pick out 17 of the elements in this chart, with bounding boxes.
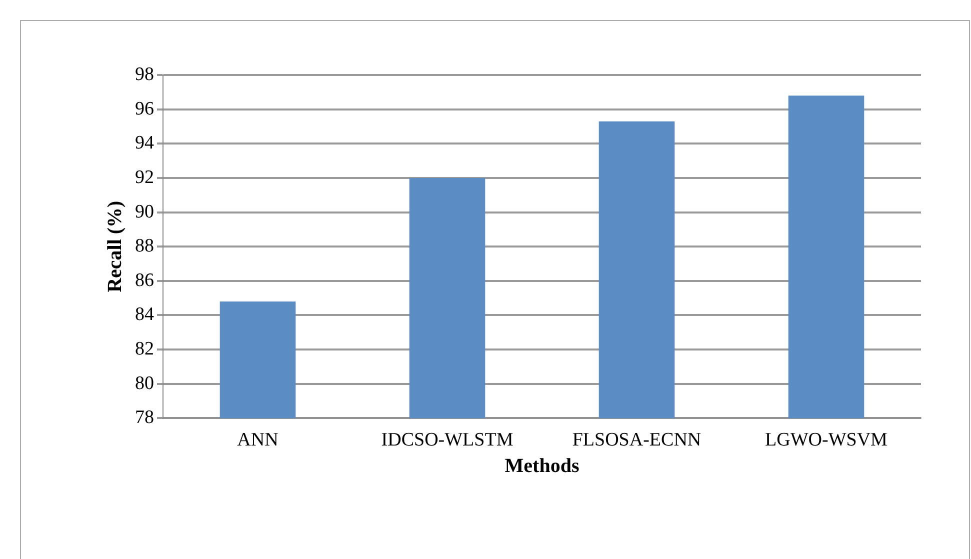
y-tick-label: 90	[135, 201, 154, 222]
y-tick-label: 94	[135, 132, 154, 154]
x-tick-label: IDCSO-WLSTM	[381, 430, 514, 451]
y-tick-label: 88	[135, 236, 154, 257]
y-tick-label: 92	[135, 166, 154, 188]
y-tick-label: 84	[135, 304, 154, 326]
x-axis-title: Methods	[504, 455, 580, 478]
x-tick-label: ANN	[237, 430, 279, 451]
y-tick-label: 98	[135, 64, 154, 85]
y-axis-title: Recall (%)	[104, 200, 126, 292]
x-tick-label: LGWO-WSVM	[765, 430, 888, 451]
y-tick-label: 78	[135, 407, 154, 428]
x-tick-label: FLSOSA-ECNN	[572, 430, 702, 451]
y-tick-label: 80	[135, 372, 154, 394]
y-tick-label: 82	[135, 338, 154, 360]
y-tick-label: 86	[135, 270, 154, 291]
y-tick-label: 96	[135, 98, 154, 120]
